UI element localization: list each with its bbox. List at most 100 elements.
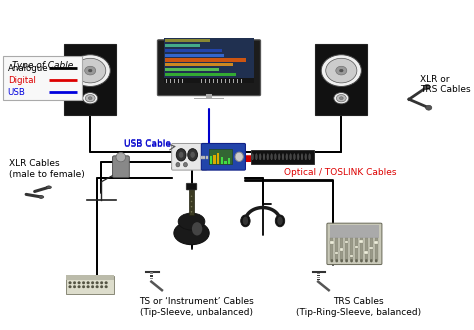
Bar	[193, 79, 194, 83]
Ellipse shape	[334, 92, 349, 104]
Ellipse shape	[85, 94, 95, 102]
Bar	[355, 238, 358, 260]
Ellipse shape	[275, 215, 285, 227]
Ellipse shape	[243, 217, 248, 225]
FancyBboxPatch shape	[315, 45, 367, 115]
Ellipse shape	[82, 92, 98, 104]
Bar	[335, 252, 338, 254]
Ellipse shape	[105, 285, 108, 288]
Ellipse shape	[286, 154, 288, 160]
Bar	[165, 68, 219, 71]
Ellipse shape	[337, 94, 346, 102]
Bar	[66, 275, 114, 280]
Ellipse shape	[191, 201, 192, 202]
Ellipse shape	[331, 259, 333, 262]
Bar	[166, 79, 167, 83]
Ellipse shape	[339, 97, 343, 100]
Bar	[201, 79, 202, 83]
Bar	[251, 150, 314, 164]
Bar	[206, 156, 208, 159]
Ellipse shape	[73, 281, 76, 284]
Bar	[345, 238, 348, 260]
Ellipse shape	[190, 151, 195, 158]
Bar	[206, 94, 212, 98]
Ellipse shape	[271, 154, 273, 160]
Bar	[165, 78, 201, 81]
Bar	[189, 188, 194, 215]
Bar	[374, 238, 377, 260]
Text: USB Cable: USB Cable	[124, 139, 171, 148]
Bar	[345, 241, 348, 243]
Ellipse shape	[277, 217, 283, 225]
Ellipse shape	[46, 186, 51, 189]
Bar	[213, 79, 214, 83]
Ellipse shape	[192, 222, 202, 236]
Bar	[228, 158, 230, 164]
Ellipse shape	[74, 58, 106, 83]
Ellipse shape	[370, 259, 373, 262]
Bar	[165, 44, 200, 47]
Text: Type of Cable: Type of Cable	[12, 61, 73, 70]
Ellipse shape	[336, 66, 347, 75]
Bar	[165, 49, 222, 52]
Ellipse shape	[174, 221, 209, 245]
Bar	[66, 276, 114, 294]
Ellipse shape	[89, 69, 92, 72]
Bar	[210, 156, 212, 164]
Bar	[170, 79, 171, 83]
Bar	[190, 79, 191, 83]
Bar	[150, 275, 153, 277]
Ellipse shape	[178, 213, 205, 230]
Ellipse shape	[426, 105, 432, 110]
Ellipse shape	[321, 55, 361, 86]
Ellipse shape	[39, 196, 44, 198]
Bar	[209, 149, 232, 164]
Ellipse shape	[375, 259, 377, 262]
Ellipse shape	[70, 55, 110, 86]
Bar	[329, 225, 379, 238]
Ellipse shape	[82, 285, 85, 288]
FancyBboxPatch shape	[157, 40, 261, 96]
Ellipse shape	[336, 259, 338, 262]
Ellipse shape	[73, 285, 76, 288]
Bar	[217, 79, 218, 83]
Bar	[224, 161, 227, 164]
Ellipse shape	[255, 154, 257, 160]
Bar	[164, 79, 254, 83]
Ellipse shape	[305, 154, 307, 160]
Ellipse shape	[191, 206, 192, 207]
FancyBboxPatch shape	[186, 183, 197, 190]
Text: USB: USB	[8, 88, 26, 97]
Bar	[194, 98, 224, 99]
Ellipse shape	[252, 154, 254, 160]
Text: Optical / TOSLINK Cables: Optical / TOSLINK Cables	[283, 168, 396, 178]
Text: Analogue: Analogue	[8, 64, 48, 73]
Ellipse shape	[360, 259, 363, 262]
Bar	[229, 79, 230, 83]
Text: TS or ‘Instrument’ Cables
(Tip-Sleeve, unbalanced): TS or ‘Instrument’ Cables (Tip-Sleeve, u…	[139, 297, 254, 317]
Ellipse shape	[356, 259, 358, 262]
Ellipse shape	[365, 259, 367, 262]
Ellipse shape	[91, 281, 94, 284]
FancyBboxPatch shape	[172, 144, 207, 170]
Bar	[165, 73, 236, 76]
Ellipse shape	[176, 148, 186, 161]
Ellipse shape	[91, 285, 94, 288]
Ellipse shape	[293, 154, 295, 160]
Ellipse shape	[274, 154, 276, 160]
Bar	[340, 248, 343, 250]
FancyBboxPatch shape	[327, 223, 382, 265]
Bar	[221, 157, 223, 164]
Bar	[317, 277, 319, 278]
Ellipse shape	[301, 154, 303, 160]
Bar	[221, 79, 222, 83]
Ellipse shape	[188, 148, 198, 161]
Ellipse shape	[82, 281, 85, 284]
Ellipse shape	[96, 285, 99, 288]
Bar	[350, 238, 353, 260]
Text: Digital: Digital	[8, 76, 36, 85]
Bar	[164, 38, 254, 83]
Ellipse shape	[191, 211, 192, 213]
Bar	[165, 63, 233, 66]
Ellipse shape	[309, 154, 310, 160]
